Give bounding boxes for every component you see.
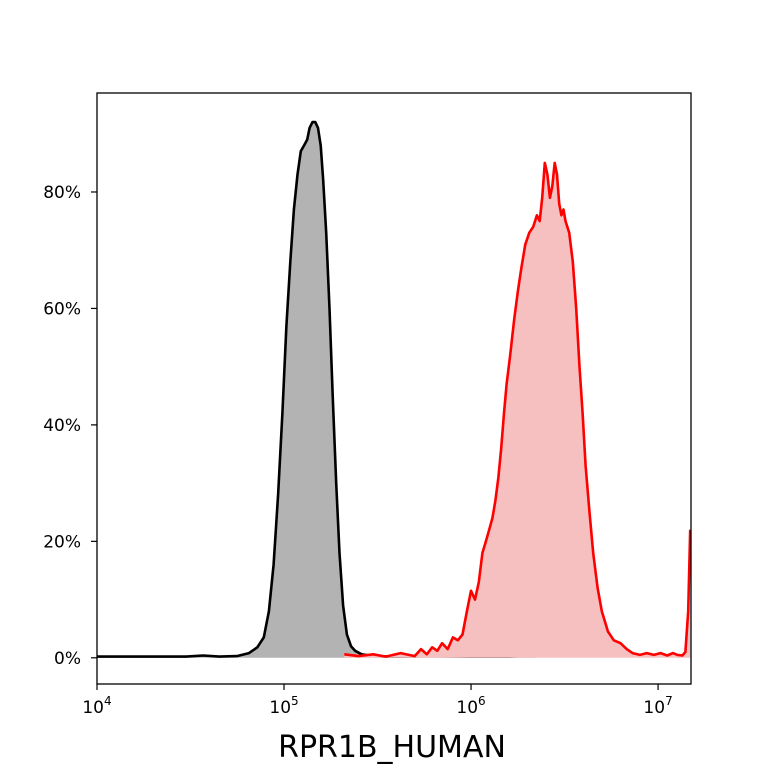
x-tick-label: 104 [82, 694, 111, 718]
x-tick-label: 106 [456, 694, 485, 718]
x-tick-label: 105 [269, 694, 298, 718]
y-tick-label: 0% [54, 649, 81, 669]
y-tick-label: 20% [43, 532, 81, 552]
x-axis-label: RPR1B_HUMAN [278, 730, 506, 765]
y-tick-label: 80% [43, 183, 81, 203]
y-tick-label: 40% [43, 416, 81, 436]
y-axis: 0% 20% 40% 60% 80% [43, 183, 97, 669]
plot-frame [96, 92, 692, 685]
y-tick-label: 60% [43, 299, 81, 319]
x-tick-label: 107 [643, 694, 672, 718]
series-1-line [97, 120, 536, 658]
x-axis: 104 105 106 107 [82, 684, 673, 718]
series-2-line [344, 161, 691, 658]
series-1-fill [97, 122, 536, 658]
plot-series [97, 120, 691, 658]
series-2-fill [344, 162, 691, 658]
